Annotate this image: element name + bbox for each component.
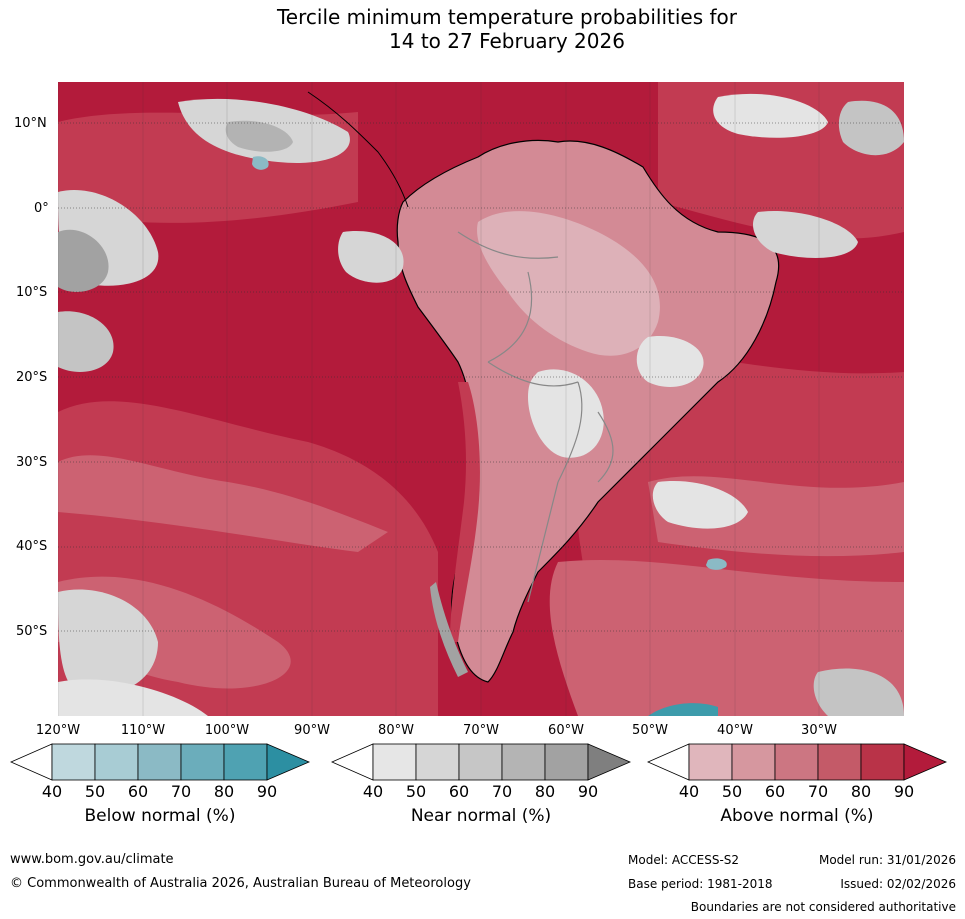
near-colorbar-min-extension	[331, 743, 374, 781]
lon-label-100w: 100°W	[204, 723, 250, 738]
lat-label-50s: 50°S	[16, 624, 48, 639]
near-normal-colorbar	[331, 743, 631, 781]
lon-label-50w: 50°W	[632, 723, 668, 738]
model-text: Model: ACCESS-S2	[628, 853, 740, 867]
meridians	[58, 82, 820, 716]
lat-label-0: 0°	[34, 201, 49, 216]
lat-label-10s: 10°S	[16, 285, 48, 300]
central-america	[307, 91, 409, 208]
lon-label-40w: 40°W	[717, 723, 753, 738]
lat-label-30s: 30°S	[16, 455, 48, 470]
bom-website-link[interactable]: www.bom.gov.au/climate	[10, 852, 174, 867]
below-colorbar-bin-2	[137, 743, 182, 781]
amazon-interior	[477, 211, 660, 356]
below-tick-80: 80	[213, 782, 235, 801]
above-tick-80: 80	[850, 782, 872, 801]
above-tick-70: 70	[807, 782, 829, 801]
near-colorbar-bin-1	[415, 743, 460, 781]
below-normal-colorbar	[10, 743, 310, 781]
below-tick-90: 90	[256, 782, 278, 801]
probability-map	[58, 82, 904, 716]
above-normal-colorbar	[647, 743, 947, 781]
above-normal-title: Above normal (%)	[720, 806, 874, 826]
brazil-highlands-near-normal	[636, 336, 704, 387]
lon-label-90w: 90°W	[294, 723, 330, 738]
below-colorbar-min-extension	[10, 743, 53, 781]
copyright-text: © Commonwealth of Australia 2026, Austra…	[10, 876, 471, 891]
below-colorbar-max-extension	[266, 743, 310, 781]
below-tick-70: 70	[170, 782, 192, 801]
lon-label-30w: 30°W	[801, 723, 837, 738]
lon-label-80w: 80°W	[378, 723, 414, 738]
lon-label-70w: 70°W	[463, 723, 499, 738]
title-line-1: Tercile minimum temperature probabilitie…	[276, 5, 738, 29]
above-tick-40: 40	[678, 782, 700, 801]
near-colorbar-bin-0	[372, 743, 417, 781]
near-colorbar-bin-4	[544, 743, 589, 781]
lat-label-10n: 10°N	[14, 116, 47, 131]
above-colorbar-bin-3	[817, 743, 862, 781]
above-colorbar-bin-1	[731, 743, 776, 781]
andes-above-80	[450, 382, 480, 642]
near-normal-patches	[58, 93, 904, 716]
below-normal-patches	[252, 156, 727, 716]
below-tick-40: 40	[41, 782, 63, 801]
lon-label-110w: 110°W	[120, 723, 166, 738]
below-colorbar-bin-0	[51, 743, 96, 781]
near-tick-90: 90	[577, 782, 599, 801]
below-colorbar-bin-3	[180, 743, 225, 781]
near-tick-60: 60	[448, 782, 470, 801]
country-borders	[457, 231, 614, 603]
above-colorbar-min-extension	[647, 743, 690, 781]
above-tick-60: 60	[764, 782, 786, 801]
central-near-normal	[528, 369, 604, 458]
below-normal-title: Below normal (%)	[84, 806, 236, 826]
disclaimer-text: Boundaries are not considered authoritat…	[690, 900, 956, 914]
near-colorbar-max-extension	[587, 743, 631, 781]
base-period-text: Base period: 1981-2018	[628, 877, 773, 891]
below-colorbar-bin-1	[94, 743, 139, 781]
above-colorbar-bin-0	[688, 743, 733, 781]
near-colorbar-bin-3	[501, 743, 546, 781]
above-tick-90: 90	[893, 782, 915, 801]
near-tick-40: 40	[362, 782, 384, 801]
near-tick-50: 50	[405, 782, 427, 801]
lat-label-40s: 40°S	[16, 539, 48, 554]
south-america-landmass	[396, 139, 780, 683]
near-tick-70: 70	[491, 782, 513, 801]
near-normal-title: Near normal (%)	[410, 806, 552, 826]
above-colorbar-bin-4	[860, 743, 905, 781]
above-colorbar-bin-2	[774, 743, 819, 781]
patagonia-near-normal	[430, 582, 468, 677]
near-colorbar-bin-2	[458, 743, 503, 781]
near-tick-80: 80	[534, 782, 556, 801]
gridlines	[58, 122, 904, 632]
lat-label-20s: 20°S	[16, 370, 48, 385]
lon-label-60w: 60°W	[548, 723, 584, 738]
below-colorbar-bin-4	[223, 743, 268, 781]
issued-text: Issued: 02/02/2026	[840, 877, 956, 891]
lon-label-120w: 120°W	[35, 723, 81, 738]
above-colorbar-max-extension	[903, 743, 947, 781]
map-title: Tercile minimum temperature probabilitie…	[0, 5, 965, 53]
below-tick-50: 50	[84, 782, 106, 801]
model-run-text: Model run: 31/01/2026	[818, 853, 956, 867]
above-tick-50: 50	[721, 782, 743, 801]
below-tick-60: 60	[127, 782, 149, 801]
title-line-2: 14 to 27 February 2026	[389, 29, 625, 53]
